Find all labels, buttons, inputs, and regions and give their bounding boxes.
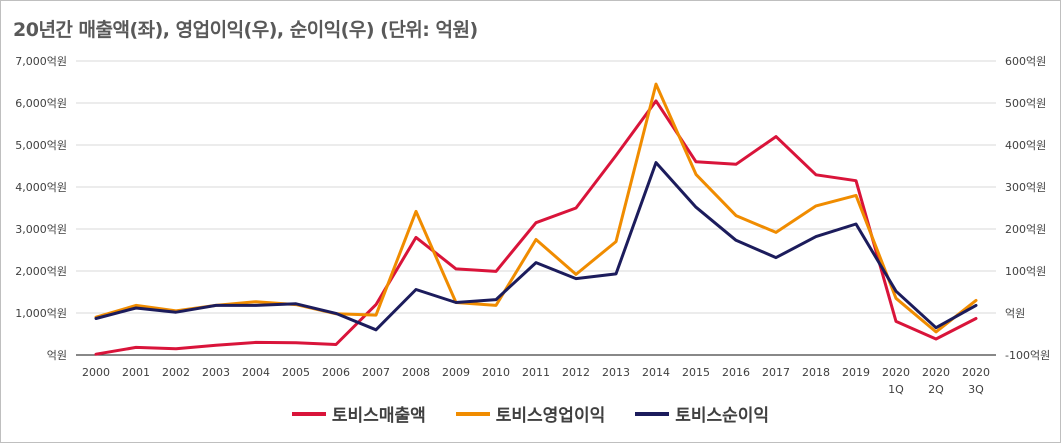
x-axis-tick-label: 2006 — [322, 366, 350, 379]
x-axis-tick-label: 2020 3Q — [962, 366, 990, 396]
series-line-operating-profit — [94, 82, 978, 334]
legend-label-net-income: 토비스순이익 — [675, 406, 770, 426]
x-axis-tick-label: 2007 — [362, 366, 390, 379]
legend-label-revenue: 토비스매출액 — [331, 406, 426, 426]
legend-item-revenue: 토비스매출액 — [291, 401, 426, 426]
left-axis-tick-label: 2,000억원 — [15, 265, 67, 278]
legend-item-net-income: 토비스순이익 — [635, 401, 769, 426]
x-axis-tick-label: 2020 1Q — [882, 366, 910, 396]
left-axis-tick-label: 4,000억원 — [15, 181, 67, 194]
left-axis: 억원 1,000억원 2,000억원 3,000억원 4,000억원 5,000억원 6,0… — [15, 55, 67, 362]
x-axis-tick-label: 2004 — [242, 366, 270, 379]
x-axis-tick-label: 2010 — [482, 366, 510, 379]
legend: 토비스매출액 토비스영업이익 토비스순이익 — [1, 401, 1060, 426]
gridlines — [76, 60, 996, 356]
series-lines — [94, 82, 978, 356]
right-axis-tick-label: 300억원 — [1005, 181, 1046, 194]
x-axis-tick-label: 2000 — [82, 366, 110, 379]
series-line-revenue — [94, 99, 978, 356]
legend-swatch-operating-profit — [455, 411, 490, 416]
right-axis-tick-label: 100억원 — [1005, 265, 1046, 278]
x-axis-tick-label: 2020 2Q — [922, 366, 950, 396]
x-axis-tick-label: 2019 — [842, 366, 870, 379]
left-axis-tick-label: 3,000억원 — [15, 223, 67, 236]
left-axis-tick-label: 억원 — [47, 349, 67, 362]
legend-swatch-revenue — [291, 411, 326, 416]
x-axis-tick-label: 2008 — [402, 366, 430, 379]
x-axis-tick-label: 2015 — [682, 366, 710, 379]
x-axis-tick-label: 2013 — [602, 366, 630, 379]
legend-label-operating-profit: 토비스영업이익 — [495, 406, 606, 426]
right-axis: -100억원 억원 100억원 200억원 300억원 400억원 500억원 600억원 — [1005, 55, 1050, 362]
x-axis-tick-label: 2002 — [162, 366, 190, 379]
x-axis-tick-label: 2018 — [802, 366, 830, 379]
x-axis-tick-label: 2014 — [642, 366, 670, 379]
left-axis-tick-label: 6,000억원 — [15, 97, 67, 110]
right-axis-tick-label: 억원 — [1005, 307, 1025, 320]
chart-title: 20년간 매출액(좌), 영업이익(우), 순이익(우) (단위: 억원) — [13, 19, 478, 41]
x-axis-tick-label: 2017 — [762, 366, 790, 379]
series-line-net-income — [94, 161, 978, 332]
left-axis-tick-label: 7,000억원 — [15, 55, 67, 68]
legend-item-operating-profit: 토비스영업이익 — [455, 401, 606, 426]
x-axis-tick-label: 2009 — [442, 366, 470, 379]
right-axis-tick-label: -100억원 — [1005, 349, 1050, 362]
right-axis-tick-label: 600억원 — [1005, 55, 1046, 68]
x-axis: 2000 2001 2002 2003 2004 2005 2006 2007 2008 2009… — [82, 366, 990, 396]
legend-swatch-net-income — [635, 411, 670, 416]
left-axis-tick-label: 1,000억원 — [15, 307, 67, 320]
x-axis-tick-label: 2001 — [122, 366, 150, 379]
right-axis-tick-label: 500억원 — [1005, 97, 1046, 110]
x-axis-tick-label: 2011 — [522, 366, 550, 379]
x-axis-tick-label: 2012 — [562, 366, 590, 379]
right-axis-tick-label: 400억원 — [1005, 139, 1046, 152]
right-axis-tick-label: 200억원 — [1005, 223, 1046, 236]
x-axis-tick-label: 2003 — [202, 366, 230, 379]
left-axis-tick-label: 5,000억원 — [15, 139, 67, 152]
x-axis-tick-label: 2016 — [722, 366, 750, 379]
x-axis-tick-label: 2005 — [282, 366, 310, 379]
